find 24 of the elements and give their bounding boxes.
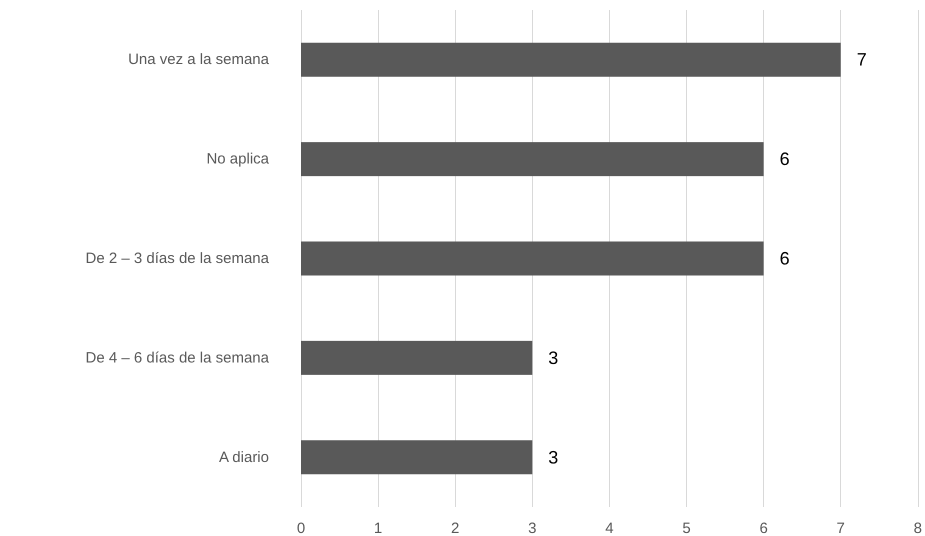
data-label: 6 <box>780 149 790 170</box>
x-tick-label: 3 <box>528 520 536 536</box>
data-label: 3 <box>548 447 558 468</box>
y-tick-label: De 4 – 6 días de la semana <box>86 349 270 366</box>
bar <box>301 42 841 77</box>
x-tick-label: 2 <box>451 520 460 536</box>
y-tick-label: Una vez a la semana <box>128 51 270 68</box>
bar <box>301 242 764 276</box>
y-tick-label: A diario <box>218 448 269 466</box>
bar <box>301 440 532 474</box>
x-tick-label: 8 <box>914 520 922 536</box>
x-tick-label: 4 <box>605 520 614 536</box>
data-label: 6 <box>780 248 790 268</box>
x-tick-label: 0 <box>296 520 306 536</box>
x-tick-label: 1 <box>374 520 382 536</box>
data-label: 7 <box>856 50 867 70</box>
data-label: 3 <box>548 348 558 368</box>
bar <box>301 142 764 176</box>
x-tick-label: 5 <box>682 520 691 536</box>
bar <box>301 340 532 375</box>
y-tick-label: No aplica <box>206 150 270 168</box>
x-tick-label: 6 <box>759 520 768 536</box>
x-tick-label: 7 <box>836 520 845 536</box>
y-tick-label: De 2 – 3 días de la semana <box>86 250 270 267</box>
